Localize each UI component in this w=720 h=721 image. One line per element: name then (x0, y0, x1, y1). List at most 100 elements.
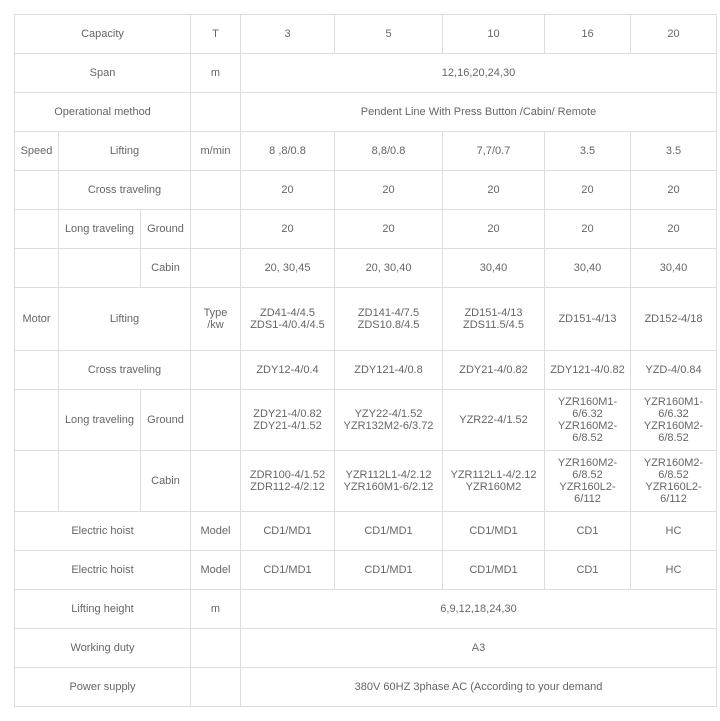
blank (15, 351, 59, 390)
hoist-label: Electric hoist (15, 512, 191, 551)
span-unit: m (191, 54, 241, 93)
span-label: Span (15, 54, 191, 93)
cell: ZD41-4/4.5 ZDS1-4/0.4/4.5 (241, 288, 335, 351)
cell: 7,7/0.7 (443, 132, 545, 171)
power-value: 380V 60HZ 3phase AC (According to your d… (241, 668, 717, 707)
blank (191, 668, 241, 707)
cell: CD1/MD1 (443, 551, 545, 590)
motor-group: Motor (15, 288, 59, 351)
speed-cabin: Cabin (141, 249, 191, 288)
cell: ZDY121-4/0.82 (545, 351, 631, 390)
blank (15, 171, 59, 210)
speed-group: Speed (15, 132, 59, 171)
cell: CD1 (545, 551, 631, 590)
cell: 8 ,8/0.8 (241, 132, 335, 171)
motor-ground: Ground (141, 390, 191, 451)
cap-3: 3 (241, 15, 335, 54)
cell: 20 (335, 210, 443, 249)
cell: 20 (443, 210, 545, 249)
motor-unit: Type /kw (191, 288, 241, 351)
motor-lifting: Lifting (59, 288, 191, 351)
cell: YZR160M1-6/6.32 YZR160M2-6/8.52 (545, 390, 631, 451)
speed-lifting: Lifting (59, 132, 191, 171)
span-value: 12,16,20,24,30 (241, 54, 717, 93)
cell: 20, 30,45 (241, 249, 335, 288)
blank (191, 390, 241, 451)
cell: 20 (631, 171, 717, 210)
blank (191, 249, 241, 288)
cell: 30,40 (631, 249, 717, 288)
cell: CD1/MD1 (335, 551, 443, 590)
hoist-label-2: Electric hoist (15, 551, 191, 590)
cell: ZDY121-4/0.8 (335, 351, 443, 390)
cell: HC (631, 551, 717, 590)
blank (59, 249, 141, 288)
hoist-unit: Model (191, 512, 241, 551)
cell: ZD152-4/18 (631, 288, 717, 351)
op-label: Operational method (15, 93, 191, 132)
speed-ground: Ground (141, 210, 191, 249)
cell: YZR112L1-4/2.12 YZR160M2 (443, 451, 545, 512)
cell: 8,8/0.8 (335, 132, 443, 171)
blank (15, 210, 59, 249)
cell: CD1/MD1 (241, 551, 335, 590)
op-value: Pendent Line With Press Button /Cabin/ R… (241, 93, 717, 132)
cell: YZR160M2-6/8.52 YZR160L2-6/112 (545, 451, 631, 512)
blank (191, 629, 241, 668)
cell: YZR22-4/1.52 (443, 390, 545, 451)
power-label: Power supply (15, 668, 191, 707)
cell: YZR160M2-6/8.52 YZR160L2-6/112 (631, 451, 717, 512)
blank (191, 451, 241, 512)
blank (191, 210, 241, 249)
cell: CD1/MD1 (241, 512, 335, 551)
cell: 20 (241, 210, 335, 249)
blank (59, 451, 141, 512)
blank (191, 171, 241, 210)
cell: 20 (443, 171, 545, 210)
cap-16: 16 (545, 15, 631, 54)
cap-20: 20 (631, 15, 717, 54)
height-unit: m (191, 590, 241, 629)
cell: ZD151-4/13 ZDS11.5/4.5 (443, 288, 545, 351)
cell: 3.5 (631, 132, 717, 171)
height-label: Lifting height (15, 590, 191, 629)
cap-5: 5 (335, 15, 443, 54)
speed-lifting-unit: m/min (191, 132, 241, 171)
op-unit (191, 93, 241, 132)
cell: ZDY12-4/0.4 (241, 351, 335, 390)
blank (15, 390, 59, 451)
height-value: 6,9,12,18,24,30 (241, 590, 717, 629)
blank (15, 451, 59, 512)
cell: ZDY21-4/0.82 ZDY21-4/1.52 (241, 390, 335, 451)
spec-table: Capacity T 3 5 10 16 20 Span m 12,16,20,… (14, 14, 717, 707)
cell: CD1/MD1 (335, 512, 443, 551)
cell: CD1 (545, 512, 631, 551)
cell: YZR112L1-4/2.12 YZR160M1-6/2.12 (335, 451, 443, 512)
hoist-unit-2: Model (191, 551, 241, 590)
cell: ZDY21-4/0.82 (443, 351, 545, 390)
cell: ZD151-4/13 (545, 288, 631, 351)
cell: 20, 30,40 (335, 249, 443, 288)
speed-cross: Cross traveling (59, 171, 191, 210)
blank (15, 249, 59, 288)
cell: ZDR100-4/1.52 ZDR112-4/2.12 (241, 451, 335, 512)
cell: 20 (545, 171, 631, 210)
cell: HC (631, 512, 717, 551)
motor-cabin: Cabin (141, 451, 191, 512)
cell: YZD-4/0.84 (631, 351, 717, 390)
blank (191, 351, 241, 390)
cell: 20 (631, 210, 717, 249)
cell: 20 (545, 210, 631, 249)
capacity-unit: T (191, 15, 241, 54)
motor-long: Long traveling (59, 390, 141, 451)
cell: 3.5 (545, 132, 631, 171)
speed-long: Long traveling (59, 210, 141, 249)
cell: 30,40 (545, 249, 631, 288)
cell: 20 (335, 171, 443, 210)
capacity-label: Capacity (15, 15, 191, 54)
cell: ZD141-4/7.5 ZDS10.8/4.5 (335, 288, 443, 351)
duty-value: A3 (241, 629, 717, 668)
cell: YZR160M1-6/6.32 YZR160M2-6/8.52 (631, 390, 717, 451)
cell: CD1/MD1 (443, 512, 545, 551)
cap-10: 10 (443, 15, 545, 54)
